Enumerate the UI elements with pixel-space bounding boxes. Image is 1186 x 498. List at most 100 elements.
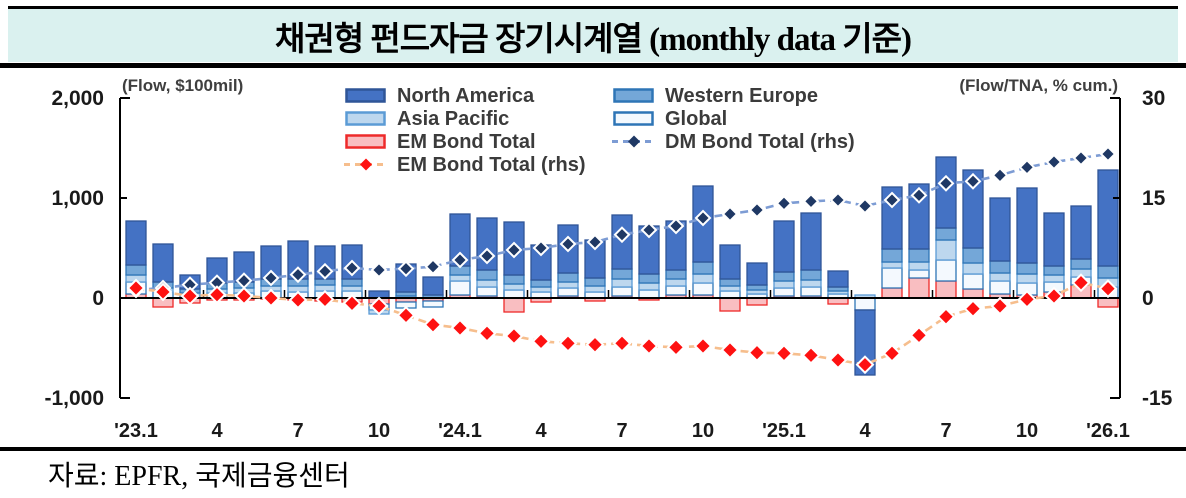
diamond-marker-icon [1045,153,1063,171]
bar-segment [1043,265,1065,276]
bar-segment [962,288,984,299]
bar-segment [1070,205,1092,260]
bar-segment [422,300,444,308]
legend-label: Global [665,107,728,130]
diamond-marker-icon [585,335,605,355]
bar-segment [935,227,957,241]
bar-segment [530,279,552,288]
x-axis-tick-label: 4 [535,420,547,442]
diamond-marker-icon [369,296,389,316]
bar-segment [638,289,660,299]
bar-segment [989,280,1011,295]
bar-segment [530,286,552,293]
diamond-marker-icon [828,350,848,370]
bar-segment [719,290,741,299]
bar-segment [935,259,957,282]
x-axis-tick-label: '23.1 [114,420,158,442]
bar-segment [773,271,795,282]
bar-segment [692,282,714,296]
diamond-marker-icon [126,278,146,298]
figure-bottom-border [0,447,1186,451]
diamond-marker-icon [262,269,280,287]
diamond-marker-icon [370,261,388,279]
bar-segment [476,269,498,281]
diamond-marker-icon [504,326,524,346]
bar-segment [800,279,822,288]
bar-segment [773,280,795,289]
bar-segment [800,212,822,271]
bar-segment [1097,297,1119,308]
left-axis-tick-label: -1,000 [44,387,104,410]
legend-swatch-icon [345,88,386,103]
x-axis-tick-label: 7 [940,420,951,442]
diamond-marker-icon [991,166,1009,184]
diamond-marker-icon [775,194,793,212]
right-axis-tick-label: -15 [1142,387,1173,410]
bar-segment [989,272,1011,282]
x-axis-tick-label: 10 [692,420,714,442]
diamond-marker-icon [1044,286,1064,306]
bar-segment [557,281,579,289]
diamond-marker-icon [153,282,173,302]
diamond-marker-icon [343,259,361,277]
bar-segment [557,287,579,297]
diamond-marker-icon [234,286,254,306]
bar-segment [719,244,741,280]
diamond-marker-icon [855,355,875,375]
bar-segment [125,264,147,276]
diamond-marker-icon [288,290,308,310]
bar-segment [719,297,741,312]
diamond-marker-icon [829,191,847,209]
diamond-marker-icon [478,247,496,265]
bar-segment [719,285,741,292]
diamond-marker-icon [1018,158,1036,176]
diamond-marker-icon [451,251,469,269]
bar-segment [449,280,471,296]
diamond-marker-icon [612,333,632,353]
diamond-marker-icon [316,262,334,280]
bar-segment [827,270,849,288]
diamond-marker-icon [748,201,766,219]
legend-item: Global [612,107,855,130]
diamond-marker-icon [937,174,955,192]
bar-segment [1070,258,1092,270]
bar-segment [881,287,903,299]
bar-segment [1043,274,1065,283]
bar-segment [989,260,1011,274]
bar-segment [989,197,1011,262]
diamond-marker-icon [180,286,200,306]
diamond-marker-icon [532,239,550,257]
bar-segment [584,277,606,287]
bar-segment [881,261,903,269]
diamond-marker-icon [856,197,874,215]
bar-segment [773,220,795,273]
bar-segment [908,183,930,250]
diamond-marker-icon [477,323,497,343]
diamond-marker-icon [667,217,685,235]
bar-segment [881,267,903,289]
bar-segment [746,262,768,286]
x-axis-tick-label: 10 [368,420,390,442]
legend-item: Asia Pacific [344,107,586,130]
diamond-marker-icon [964,172,982,190]
diamond-marker-icon [558,333,578,353]
diamond-marker-icon [1098,279,1118,299]
diamond-marker-icon [397,260,415,278]
legend-label: Western Europe [665,84,818,107]
bar-segment [557,272,579,283]
bar-segment [692,261,714,275]
diamond-marker-icon [396,305,416,325]
legend-column-2: Western Europe Global DM Bond Total (rhs) [612,84,855,153]
bar-segment [665,269,687,280]
diamond-marker-icon [909,325,929,345]
left-axis-tick-label: 1,000 [51,187,104,210]
bar-segment [476,279,498,288]
bar-segment [1097,265,1119,279]
diamond-marker-icon [694,209,712,227]
x-axis-tick-label: '25.1 [762,420,806,442]
legend-column-1: North America Asia Pacific EM Bond Total EM… [344,84,586,176]
bar-segment [881,248,903,263]
bar-segment [908,248,930,263]
left-axis-tick-label: 2,000 [51,87,104,110]
